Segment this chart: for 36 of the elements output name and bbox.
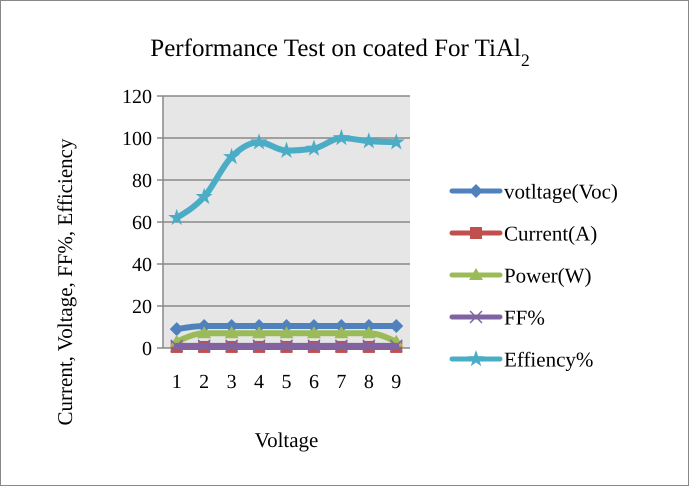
x-tick-label: 7 xyxy=(336,371,346,393)
x-tick-label: 4 xyxy=(254,371,264,393)
chart-title: Performance Test on coated For TiAl$_{2}$ xyxy=(150,35,530,70)
point xyxy=(362,326,376,338)
x-tick-label: 2 xyxy=(199,371,210,393)
y-tick-label: 100 xyxy=(122,128,152,150)
y-tick-label: 40 xyxy=(132,254,152,276)
y-tick-label: 20 xyxy=(132,296,152,318)
legend-label: votltage(Voc) xyxy=(504,179,618,204)
x-tick-label: 5 xyxy=(282,371,292,393)
x-axis-title: Voltage xyxy=(254,428,318,452)
legend-label: Effiency% xyxy=(504,347,594,372)
point xyxy=(196,188,213,204)
y-tick-label: 80 xyxy=(132,170,152,192)
legend-label: FF% xyxy=(504,305,545,330)
y-tick-label: 60 xyxy=(132,212,152,234)
y-tick-label: 0 xyxy=(142,338,152,360)
point xyxy=(252,326,266,338)
point xyxy=(280,326,294,338)
y-axis-title: Current, Voltage, FF%, Efficiency xyxy=(53,138,77,426)
x-tick-label: 9 xyxy=(391,371,402,393)
x-tick-label: 6 xyxy=(308,371,319,393)
legend-label: Power(W) xyxy=(504,263,592,288)
point xyxy=(170,322,184,336)
point xyxy=(334,326,348,338)
y-tick-label: 120 xyxy=(122,86,152,108)
point xyxy=(332,129,350,146)
x-tick-label: 8 xyxy=(364,371,374,393)
x-tick-label: 1 xyxy=(172,371,182,393)
point xyxy=(250,133,268,150)
x-tick-label: 3 xyxy=(226,371,237,393)
point xyxy=(306,326,321,338)
point xyxy=(224,326,239,338)
legend-label: Current(A) xyxy=(504,221,598,246)
point xyxy=(197,326,212,338)
point xyxy=(223,148,240,164)
